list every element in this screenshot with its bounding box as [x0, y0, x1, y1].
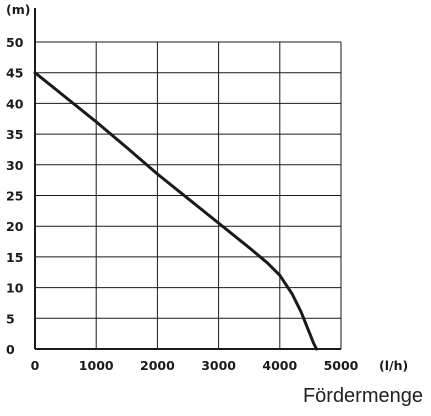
chart-canvas: 0 5 10 15 20 25 30 35 40 45 50 0 1000 2000 3000 4000 50…: [6, 2, 408, 373]
y-tick-label: 25: [6, 189, 23, 204]
x-tick-labels: 0 1000 2000 3000 4000 5000: [31, 358, 359, 373]
y-tick-labels: 0 5 10 15 20 25 30 35 40 45 50: [6, 35, 24, 357]
x-tick-label: 1000: [79, 358, 114, 373]
x-axis-unit-label: (l/h): [379, 358, 408, 373]
y-tick-label: 0: [6, 342, 15, 357]
grid: [34, 41, 342, 350]
x-axis-title: Fördermenge: [302, 385, 423, 407]
axes: [34, 8, 341, 350]
y-tick-label: 40: [6, 96, 24, 111]
x-tick-label: 3000: [201, 358, 236, 373]
y-tick-label: 45: [6, 66, 23, 81]
x-tick-label: 5000: [324, 358, 359, 373]
x-tick-label: 0: [31, 358, 40, 373]
x-tick-label: 2000: [140, 358, 175, 373]
y-axis-unit-label: (m): [6, 2, 30, 17]
y-tick-label: 30: [6, 158, 24, 173]
series-line: [33, 71, 319, 351]
y-tick-label: 10: [6, 281, 24, 296]
y-tick-label: 50: [6, 35, 24, 50]
y-tick-label: 20: [6, 219, 24, 234]
y-tick-label: 35: [6, 127, 23, 142]
y-tick-label: 5: [6, 311, 15, 326]
y-tick-label: 15: [6, 250, 23, 265]
x-tick-label: 4000: [262, 358, 297, 373]
